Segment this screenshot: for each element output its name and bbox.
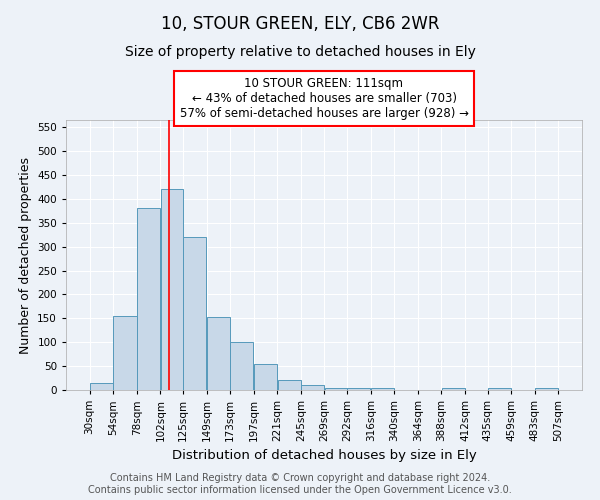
Bar xyxy=(347,388,370,390)
Bar xyxy=(301,385,324,390)
Bar xyxy=(325,388,347,390)
Text: Size of property relative to detached houses in Ely: Size of property relative to detached ho… xyxy=(125,45,475,59)
X-axis label: Distribution of detached houses by size in Ely: Distribution of detached houses by size … xyxy=(172,450,476,462)
Text: Contains HM Land Registry data © Crown copyright and database right 2024.
Contai: Contains HM Land Registry data © Crown c… xyxy=(88,474,512,495)
Y-axis label: Number of detached properties: Number of detached properties xyxy=(19,156,32,354)
Text: 10 STOUR GREEN: 111sqm
← 43% of detached houses are smaller (703)
57% of semi-de: 10 STOUR GREEN: 111sqm ← 43% of detached… xyxy=(179,77,469,120)
Bar xyxy=(183,237,206,390)
Bar xyxy=(230,342,253,390)
Bar xyxy=(113,316,137,390)
Bar xyxy=(137,208,160,390)
Bar xyxy=(488,388,511,390)
Bar xyxy=(371,388,394,390)
Bar xyxy=(535,388,558,390)
Bar xyxy=(278,380,301,390)
Bar xyxy=(442,388,465,390)
Bar xyxy=(161,190,183,390)
Bar xyxy=(90,383,113,390)
Bar xyxy=(254,364,277,390)
Text: 10, STOUR GREEN, ELY, CB6 2WR: 10, STOUR GREEN, ELY, CB6 2WR xyxy=(161,15,439,33)
Bar xyxy=(207,318,230,390)
